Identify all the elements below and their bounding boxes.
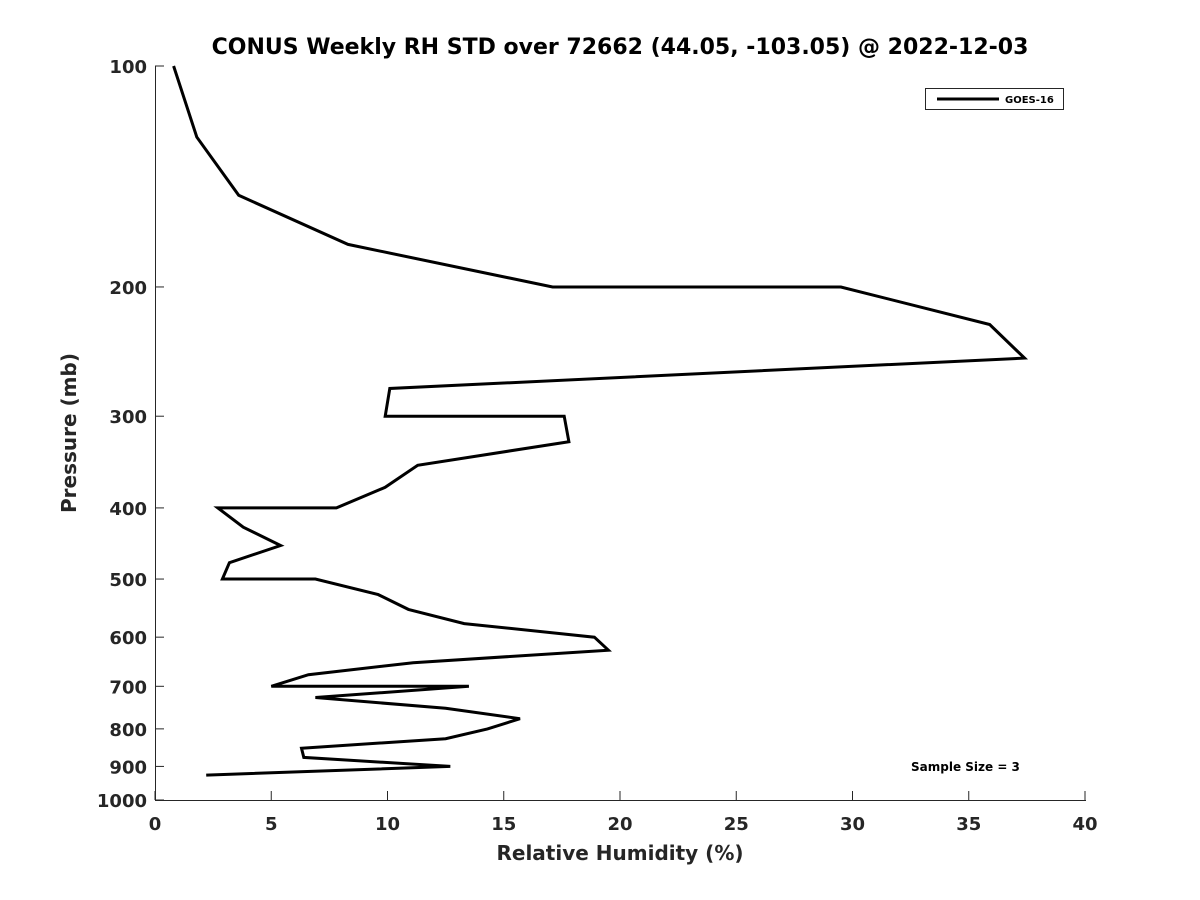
- x-tick-label: 5: [265, 814, 278, 835]
- y-tick-label: 500: [109, 570, 147, 591]
- x-axis-title: Relative Humidity (%): [496, 841, 743, 865]
- y-axis-title: Pressure (mb): [57, 353, 81, 513]
- sample-size-annotation: Sample Size = 3: [911, 760, 1020, 774]
- chart-title: CONUS Weekly RH STD over 72662 (44.05, -…: [212, 35, 1029, 60]
- x-tick-label: 15: [491, 814, 516, 835]
- y-ticks: 100 200 300 400 500 600 700 800 900 1000: [97, 57, 164, 812]
- y-tick-label: 900: [109, 757, 147, 778]
- axes: 0 5 10 15 20 25 30 35 40 100 200 300 400 500 600 700 80…: [97, 57, 1098, 835]
- y-tick-label: 600: [109, 628, 147, 649]
- y-tick-label: 300: [109, 407, 147, 428]
- x-tick-label: 20: [607, 814, 632, 835]
- legend-label-goes-16: GOES-16: [1005, 95, 1054, 106]
- series-layer: [172, 65, 1029, 777]
- x-tick-label: 10: [375, 814, 400, 835]
- series-line-goes-16: [172, 65, 1029, 777]
- y-tick-label: 200: [109, 278, 147, 299]
- x-tick-label: 40: [1072, 814, 1097, 835]
- x-tick-label: 25: [724, 814, 749, 835]
- x-ticks: 0 5 10 15 20 25 30 35 40: [149, 791, 1098, 835]
- x-tick-label: 35: [956, 814, 981, 835]
- y-tick-label: 100: [109, 57, 147, 78]
- y-tick-label: 800: [109, 720, 147, 741]
- x-tick-label: 0: [149, 814, 162, 835]
- y-tick-label: 700: [109, 677, 147, 698]
- y-tick-label: 1000: [97, 791, 147, 812]
- y-tick-label: 400: [109, 499, 147, 520]
- legend: GOES-16: [925, 88, 1064, 110]
- x-tick-label: 30: [840, 814, 865, 835]
